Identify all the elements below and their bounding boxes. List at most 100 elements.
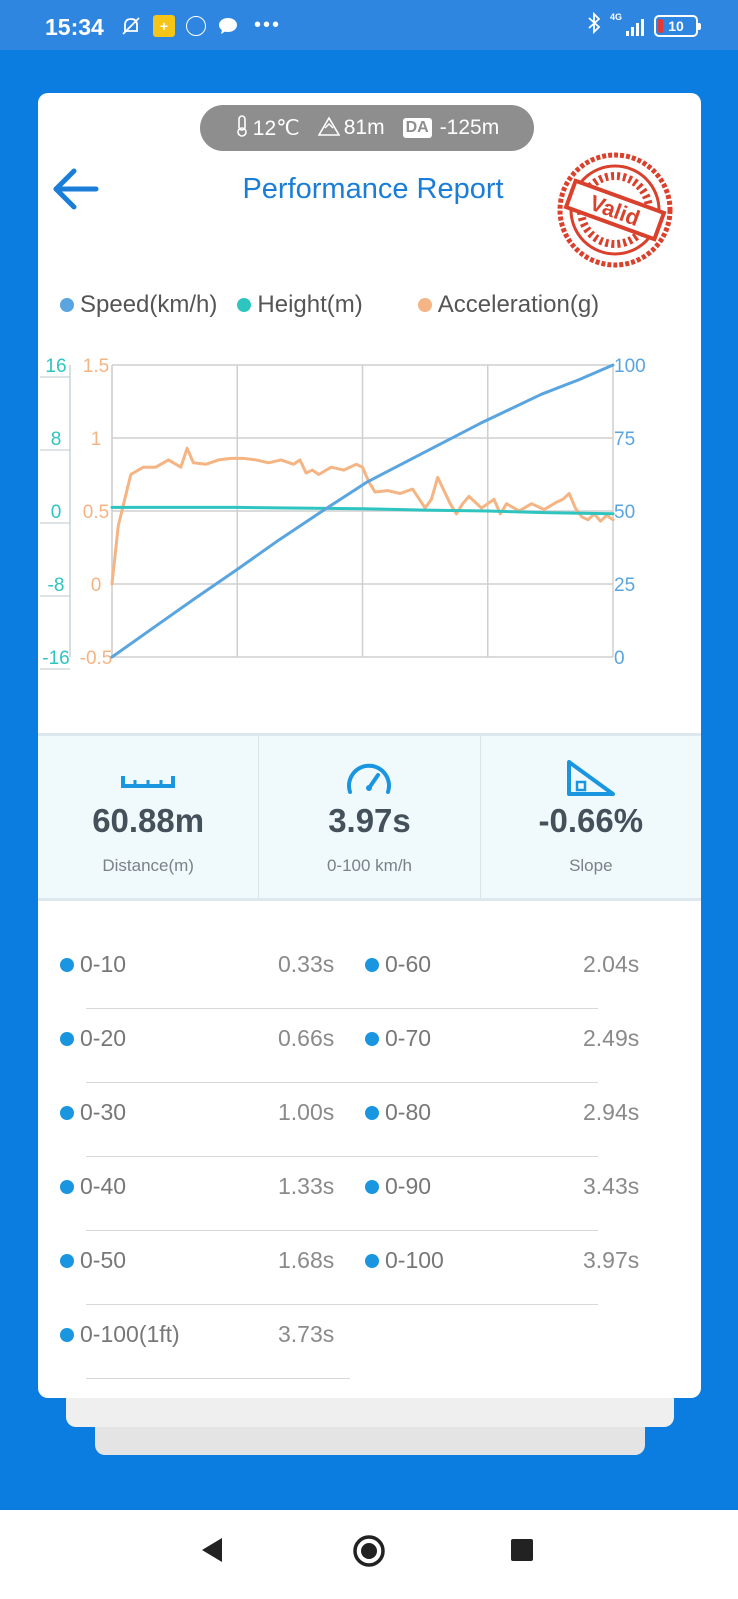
battery-icon: 10 xyxy=(654,15,701,37)
thermometer-icon xyxy=(235,114,249,142)
temperature-value: 12℃ xyxy=(252,116,300,140)
y-tick-label-acceleration: 1.5 xyxy=(83,356,109,377)
y-tick-label-height: -16 xyxy=(42,648,69,669)
nav-recents-button[interactable] xyxy=(510,1538,534,1562)
divider xyxy=(86,1378,350,1379)
legend-label: Speed(km/h) xyxy=(80,291,218,318)
y-tick-label-acceleration: 0.5 xyxy=(83,502,109,523)
split-label: 0-100(1ft) xyxy=(80,1321,180,1347)
bullet-dot xyxy=(60,1327,74,1342)
split-time: 0.33s xyxy=(278,951,335,977)
back-button[interactable] xyxy=(50,165,102,213)
chat-bubble-icon xyxy=(217,15,239,37)
divider xyxy=(86,1304,598,1305)
status-bar: 15:34 + ••• 4G 10 xyxy=(0,0,738,50)
nav-back-button[interactable] xyxy=(200,1536,224,1564)
legend-dot xyxy=(60,298,74,312)
y-tick-label-acceleration: 1 xyxy=(91,429,102,450)
chart-legend: Speed(km/h) Height(m) Acceleration(g) xyxy=(60,291,599,319)
mountain-icon xyxy=(317,115,341,141)
bullet-dot xyxy=(60,1105,74,1120)
density-altitude-value: -125m xyxy=(439,116,500,139)
split-label: 0-80 xyxy=(385,1099,432,1125)
density-altitude-icon: DA xyxy=(402,118,432,138)
split-row: 0-40 1.33s 0-90 3.43s xyxy=(38,1157,701,1231)
split-label: 0-30 xyxy=(80,1099,127,1125)
split-time: 2.49s xyxy=(583,1025,640,1051)
notification-icons: + ••• xyxy=(120,14,281,37)
legend-label: Acceleration(g) xyxy=(437,291,600,318)
split-row: 0-30 1.00s 0-80 2.94s xyxy=(38,1083,701,1157)
system-icons: 4G 10 xyxy=(586,11,701,40)
speedometer-icon xyxy=(347,763,392,794)
legend-dot xyxy=(237,298,252,312)
split-label: 0-20 xyxy=(80,1025,127,1051)
slope-value: -0.66% xyxy=(538,802,644,839)
y-tick-label-speed: 75 xyxy=(614,429,635,450)
split-time: 1.33s xyxy=(278,1173,335,1199)
divider xyxy=(86,1008,598,1009)
y-tick-label-speed: 25 xyxy=(614,575,635,596)
app-notification-icon: + xyxy=(153,14,175,37)
split-time: 3.97s xyxy=(583,1247,640,1273)
bullet-dot xyxy=(365,1031,379,1046)
environment-pill: 12℃ 81m DA -125m xyxy=(200,105,534,151)
bullet-dot xyxy=(365,1253,379,1268)
split-time: 1.68s xyxy=(278,1247,335,1273)
bullet-dot xyxy=(60,1179,74,1194)
page-title: Performance Report xyxy=(242,173,504,205)
legend-label: Height(m) xyxy=(257,291,363,318)
split-time: 0.66s xyxy=(278,1025,335,1051)
status-time: 15:34 xyxy=(45,14,104,40)
split-row: 0-100(1ft) 3.73s xyxy=(38,1305,701,1379)
ruler-icon xyxy=(121,776,176,788)
y-tick-label-height: -8 xyxy=(48,575,65,596)
slope-icon xyxy=(566,760,615,796)
split-label: 0-10 xyxy=(80,951,127,977)
legend-dot xyxy=(417,298,432,312)
more-notifications-icon: ••• xyxy=(254,14,282,36)
bullet-dot xyxy=(60,957,74,972)
app-circle-icon xyxy=(186,15,206,36)
split-time: 2.94s xyxy=(583,1099,640,1125)
distance-label: Distance(m) xyxy=(102,856,194,875)
zero-to-hundred-value: 3.97s xyxy=(328,802,411,839)
legend-item-speed: Speed(km/h) xyxy=(60,291,217,319)
series-line-acceleration xyxy=(110,446,615,586)
split-row: 0-20 0.66s 0-70 2.49s xyxy=(38,1009,701,1083)
split-label: 0-90 xyxy=(385,1173,432,1199)
valid-stamp: Valid xyxy=(556,151,674,269)
split-label: 0-50 xyxy=(80,1247,127,1273)
nav-home-button[interactable] xyxy=(352,1534,386,1568)
system-nav-bar xyxy=(0,1510,738,1599)
altitude-value: 81m xyxy=(343,116,385,139)
y-tick-label-height: 16 xyxy=(45,356,66,377)
divider xyxy=(86,1082,598,1083)
signal-icon: 4G xyxy=(610,12,644,36)
bullet-dot xyxy=(60,1031,74,1046)
zero-to-hundred-label: 0-100 km/h xyxy=(326,856,412,875)
report-card: 12℃ 81m DA -125m Performance Report Vali… xyxy=(38,93,701,1398)
series-line-height xyxy=(110,505,615,516)
mute-alarm-icon xyxy=(120,15,142,37)
stat-slope: -0.66% Slope xyxy=(481,736,701,898)
performance-chart: 16 8 0 -8 -16 1.5 1 0.5 0 -0.5 100 75 50 25 0 xyxy=(40,356,646,670)
bluetooth-icon xyxy=(586,11,602,40)
y-tick-label-height: 8 xyxy=(51,429,62,450)
split-label: 0-100 xyxy=(385,1247,444,1273)
split-time: 3.43s xyxy=(583,1173,640,1199)
stats-row: 60.88m Distance(m) 3.97s 0-100 km/h -0.6… xyxy=(38,733,701,901)
y-tick-label-height: 0 xyxy=(51,502,62,523)
series-line-speed xyxy=(110,363,615,659)
split-row: 0-50 1.68s 0-100 3.97s xyxy=(38,1231,701,1305)
split-label: 0-70 xyxy=(385,1025,432,1051)
split-label: 0-60 xyxy=(385,951,432,977)
legend-item-height: Height(m) xyxy=(237,291,363,319)
bullet-dot xyxy=(365,957,379,972)
legend-item-acceleration: Acceleration(g) xyxy=(417,291,600,319)
bullet-dot xyxy=(60,1253,74,1268)
divider xyxy=(86,1230,598,1231)
y-tick-label-speed: 50 xyxy=(614,502,635,523)
split-time: 1.00s xyxy=(278,1099,335,1125)
split-label: 0-40 xyxy=(80,1173,127,1199)
